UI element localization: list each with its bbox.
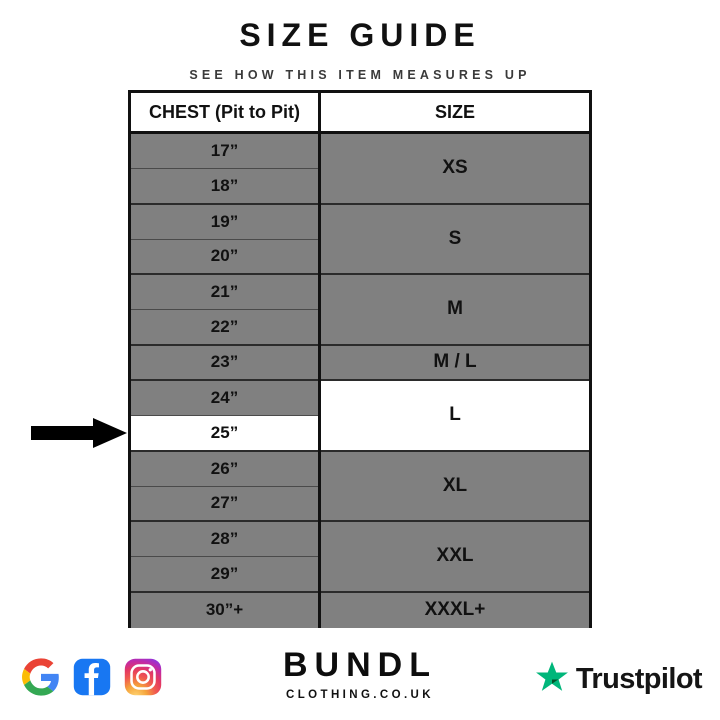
chest-cell: 17” (131, 134, 318, 170)
chest-cell: 24” (131, 381, 318, 417)
column-header-size: SIZE (434, 101, 475, 122)
chest-cell: 20” (131, 239, 318, 276)
table-header-row: CHEST (Pit to Pit) SIZE (131, 93, 589, 134)
instagram-icon[interactable] (124, 658, 162, 696)
facebook-icon[interactable] (73, 658, 111, 696)
chest-column: 17” 18” 19” 20” 21” 22” 23” 24” 25” 26” 27” 28” 29” 3… (131, 134, 321, 628)
google-icon[interactable] (22, 658, 60, 696)
size-guide-table: CHEST (Pit to Pit) SIZE 17” 18” 19” 20” 21” 2… (128, 90, 592, 628)
chest-cell: 29” (131, 557, 318, 593)
chest-cell: 21” (131, 275, 318, 311)
size-cell: XXXL+ (321, 592, 589, 628)
guide-header: SIZE GUIDE SEE HOW THIS ITEM MEASURES UP (0, 17, 720, 83)
trustpilot-wordmark: Trustpilot (575, 663, 703, 695)
chest-cell: 26” (131, 451, 318, 487)
social-links (22, 658, 162, 696)
size-cell: XL (321, 451, 589, 523)
chest-cell: 30”+ (131, 592, 318, 628)
page-title: SIZE GUIDE (239, 17, 481, 53)
trustpilot-logo[interactable]: Trustpilot (535, 660, 703, 699)
size-cell: M / L (321, 345, 589, 381)
chest-cell: 27” (131, 486, 318, 523)
chest-cell: 19” (131, 204, 318, 240)
size-cell: L (321, 381, 589, 452)
column-header-chest: CHEST (Pit to Pit) (131, 93, 321, 131)
brand-name: BUNDL (283, 646, 437, 684)
chest-cell: 25” (131, 416, 318, 452)
selection-arrow (31, 418, 127, 448)
size-column: XS S M M / L L XL XXL XXXL+ (321, 134, 589, 628)
page-footer: BUNDL CLOTHING.CO.UK Trustpilot (0, 640, 720, 720)
chest-cell: 22” (131, 310, 318, 346)
size-cell: XS (321, 134, 589, 205)
chest-cell: 18” (131, 169, 318, 205)
page-subtitle: SEE HOW THIS ITEM MEASURES UP (189, 68, 531, 83)
chest-cell: 23” (131, 345, 318, 381)
trustpilot-star-icon (535, 660, 569, 699)
size-cell: S (321, 204, 589, 276)
size-cell: M (321, 275, 589, 346)
brand-domain: CLOTHING.CO.UK (286, 689, 434, 701)
chest-cell: 28” (131, 522, 318, 558)
brand-logo: BUNDL CLOTHING.CO.UK (0, 648, 720, 701)
size-cell: XXL (321, 522, 589, 593)
